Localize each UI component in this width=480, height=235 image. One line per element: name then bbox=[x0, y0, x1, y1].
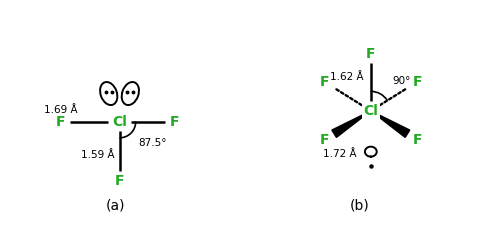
Text: 1.59 Å: 1.59 Å bbox=[81, 150, 114, 160]
Text: 90°: 90° bbox=[393, 76, 411, 86]
Text: F: F bbox=[55, 115, 65, 129]
Text: Cl: Cl bbox=[112, 115, 127, 129]
Text: (a): (a) bbox=[106, 199, 125, 213]
Text: 1.62 Å: 1.62 Å bbox=[330, 72, 363, 82]
Text: F: F bbox=[413, 74, 422, 89]
Text: (b): (b) bbox=[350, 199, 370, 213]
Text: F: F bbox=[319, 133, 329, 147]
Text: 87.5°: 87.5° bbox=[138, 138, 167, 148]
Text: F: F bbox=[170, 115, 180, 129]
Text: F: F bbox=[319, 74, 329, 89]
Text: F: F bbox=[115, 174, 124, 188]
Polygon shape bbox=[332, 111, 371, 137]
Polygon shape bbox=[371, 111, 410, 137]
Text: 1.72 Å: 1.72 Å bbox=[323, 149, 357, 159]
Text: F: F bbox=[413, 133, 422, 147]
Text: 1.69 Å: 1.69 Å bbox=[44, 105, 77, 115]
Text: F: F bbox=[366, 47, 375, 61]
Text: Cl: Cl bbox=[363, 104, 378, 118]
